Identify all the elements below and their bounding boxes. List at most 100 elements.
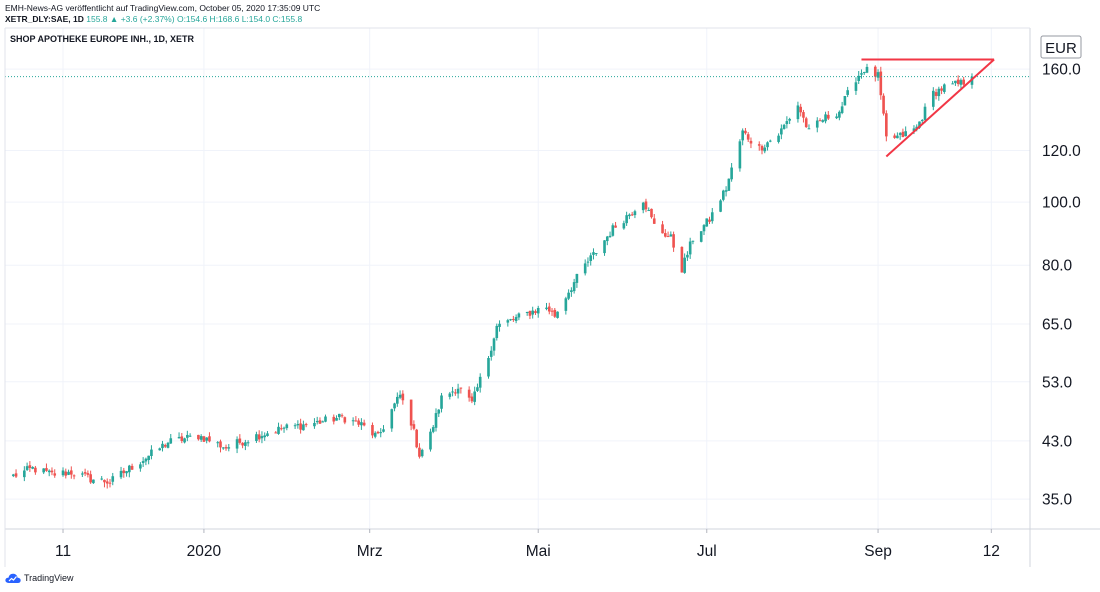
candle bbox=[514, 314, 518, 324]
candle bbox=[824, 111, 827, 124]
candle bbox=[451, 386, 454, 397]
currency-box bbox=[1040, 35, 1082, 59]
candle bbox=[934, 88, 938, 100]
candle bbox=[473, 386, 476, 406]
candle bbox=[846, 86, 849, 98]
candle bbox=[746, 132, 750, 143]
candle bbox=[119, 466, 123, 480]
candle bbox=[611, 223, 615, 237]
candle bbox=[647, 207, 651, 212]
candle bbox=[536, 305, 540, 318]
candle bbox=[183, 437, 186, 444]
y-tick-label: 100.0 bbox=[1042, 195, 1081, 212]
candle bbox=[100, 476, 104, 481]
candle bbox=[738, 139, 742, 172]
candle bbox=[277, 422, 280, 435]
candle bbox=[545, 302, 548, 311]
candle bbox=[937, 86, 941, 101]
candle bbox=[882, 93, 885, 116]
candle bbox=[161, 440, 164, 452]
candle bbox=[454, 389, 457, 396]
candle bbox=[708, 216, 711, 225]
candle bbox=[376, 430, 380, 435]
candle bbox=[768, 139, 772, 143]
candle bbox=[158, 447, 162, 451]
candle bbox=[757, 141, 761, 151]
candle bbox=[575, 273, 579, 288]
candle bbox=[940, 86, 943, 95]
candle bbox=[92, 479, 95, 484]
tradingview-logo[interactable]: TradingView bbox=[5, 572, 74, 584]
time-axis[interactable]: 11 2020 Mrz Mai Jul Sep 12 bbox=[55, 529, 1000, 560]
candle bbox=[362, 419, 366, 427]
candle bbox=[390, 408, 394, 432]
candle bbox=[876, 69, 880, 81]
candle bbox=[324, 414, 327, 423]
price-change: ▲ +3.6 (+2.37%) bbox=[109, 14, 175, 24]
candle bbox=[669, 231, 673, 237]
support-trendline[interactable] bbox=[885, 58, 995, 158]
candle bbox=[622, 220, 626, 230]
candle bbox=[780, 124, 783, 140]
candle bbox=[371, 422, 374, 439]
candle bbox=[885, 110, 888, 142]
candle bbox=[567, 289, 570, 301]
candle bbox=[531, 306, 535, 319]
candles bbox=[11, 63, 974, 489]
candle bbox=[53, 469, 57, 478]
candle bbox=[313, 418, 316, 429]
candle bbox=[835, 113, 838, 120]
candle bbox=[827, 111, 830, 121]
candle bbox=[89, 470, 92, 484]
x-tick-label: Mai bbox=[526, 543, 551, 560]
candle bbox=[337, 413, 341, 421]
candle bbox=[431, 425, 435, 434]
candle bbox=[69, 466, 73, 479]
candle bbox=[625, 211, 628, 226]
candle bbox=[730, 163, 733, 182]
candle bbox=[727, 178, 731, 191]
candle bbox=[815, 117, 819, 133]
x-tick-label: 12 bbox=[983, 543, 1000, 560]
candle bbox=[862, 71, 866, 75]
candle bbox=[61, 467, 65, 477]
candle bbox=[219, 439, 222, 453]
candle bbox=[857, 70, 861, 85]
candle bbox=[962, 76, 966, 88]
candle bbox=[777, 133, 780, 144]
candle bbox=[556, 311, 559, 319]
candle bbox=[534, 309, 537, 315]
candle bbox=[47, 469, 51, 477]
candle bbox=[799, 103, 802, 117]
x-tick-label: 2020 bbox=[187, 543, 222, 560]
candle bbox=[208, 432, 211, 443]
candle bbox=[630, 211, 634, 217]
candle bbox=[177, 432, 181, 439]
candle bbox=[506, 318, 510, 327]
candle bbox=[959, 78, 963, 90]
y-tick-label: 160.0 bbox=[1042, 62, 1081, 79]
candle bbox=[818, 118, 822, 122]
candle bbox=[420, 448, 424, 458]
x-tick-label: Sep bbox=[864, 543, 892, 560]
x-tick-label: Mrz bbox=[357, 543, 383, 560]
candle bbox=[467, 386, 471, 402]
candle bbox=[680, 246, 684, 273]
candle bbox=[683, 253, 686, 274]
candle bbox=[130, 463, 134, 470]
candle bbox=[592, 248, 595, 260]
candle bbox=[282, 426, 286, 433]
candle bbox=[357, 418, 360, 427]
candle bbox=[205, 437, 208, 444]
candle bbox=[865, 63, 869, 74]
candle bbox=[512, 315, 515, 322]
candle bbox=[150, 445, 153, 460]
candle bbox=[661, 220, 664, 234]
candle bbox=[893, 133, 896, 139]
candle bbox=[741, 128, 744, 146]
candle bbox=[23, 466, 26, 482]
candle bbox=[111, 472, 115, 486]
candle bbox=[586, 257, 590, 267]
